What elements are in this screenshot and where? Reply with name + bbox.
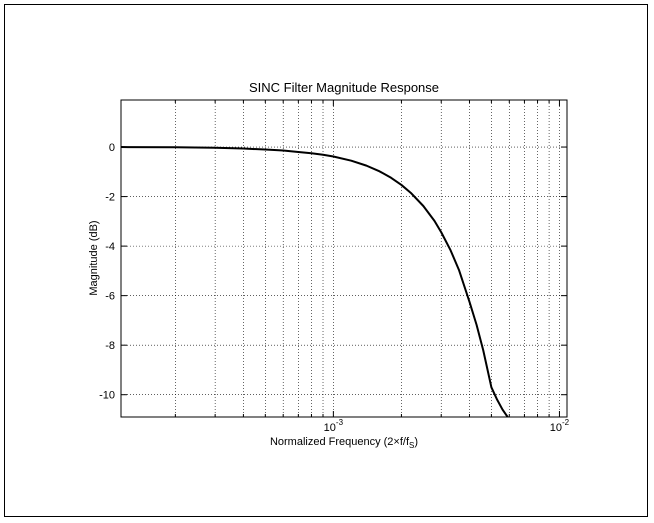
tick-marks — [121, 100, 567, 417]
x-tick-label-base: 10 — [324, 422, 336, 434]
figure-frame: 0 -2 -4 -6 -8 -10 10-3 10-2 SINC Filter Magnitu… — [4, 4, 648, 517]
plot-border — [120, 99, 568, 418]
y-tick-label: 0 — [109, 142, 115, 154]
y-axis-label: Magnitude (dB) — [88, 220, 100, 295]
series-layer — [121, 146, 509, 417]
x-axis-label-suffix: ) — [414, 436, 418, 448]
x-tick-label-exponent: -3 — [336, 418, 344, 427]
x-axis-label-subscript: S — [409, 441, 414, 450]
y-tick-label: -6 — [105, 291, 115, 303]
x-axis-label-prefix: Normalized Frequency (2×f/f — [270, 436, 410, 448]
y-tick-label: -8 — [105, 340, 115, 352]
plot-background — [121, 100, 567, 417]
y-tick-label: -10 — [99, 390, 115, 402]
chart-title: SINC Filter Magnitude Response — [249, 80, 439, 95]
x-tick-label-base: 10 — [550, 422, 562, 434]
x-axis-label: Normalized Frequency (2×f/fS) — [270, 436, 418, 450]
grid-lines — [121, 100, 567, 417]
x-tick-label: 10-3 — [324, 418, 344, 434]
y-tick-label: -2 — [105, 192, 115, 204]
series-line-0 — [121, 146, 509, 417]
x-tick-label-exponent: -2 — [562, 418, 570, 427]
x-tick-label: 10-2 — [550, 418, 570, 434]
y-tick-label: -4 — [105, 241, 115, 253]
